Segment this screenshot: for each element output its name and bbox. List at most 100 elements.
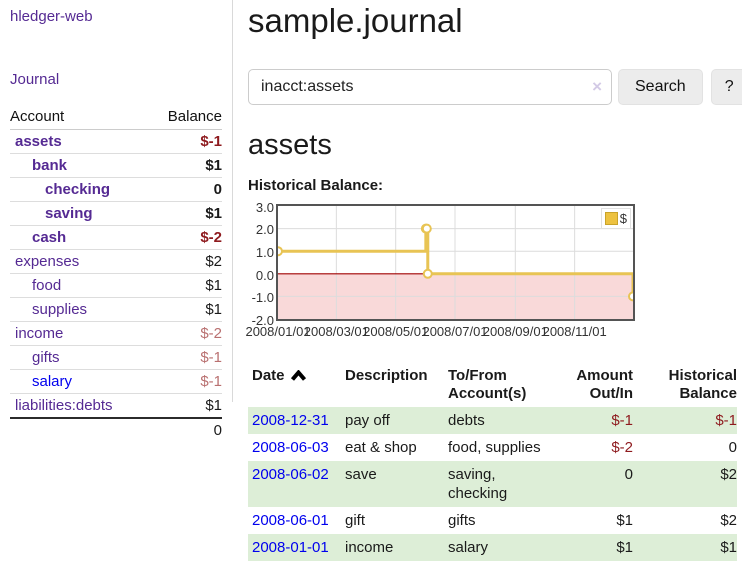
search-bar: × Search ? [248, 68, 742, 105]
account-balance: $1 [148, 297, 222, 322]
register-amount: 0 [624, 465, 633, 483]
legend-swatch-icon [604, 211, 618, 225]
main-content: sample.journal × Search ? assets Histori… [245, 0, 742, 561]
register-row: 2008-06-03 eat & shop food, supplies $-2 0 [248, 434, 737, 461]
account-row: salary $-1 [10, 369, 222, 394]
account-row: bank $1 [10, 153, 222, 178]
register-balance: $1 [720, 538, 737, 556]
account-link-bank[interactable]: bank [32, 157, 68, 174]
register-amount: $-2 [611, 438, 633, 456]
accounts-col-balance: Balance [148, 105, 222, 130]
account-balance: $-2 [148, 321, 222, 346]
register-amount: $1 [616, 511, 633, 529]
x-tick-label: 2008/03/01 [303, 323, 369, 339]
register-row: 2008-06-01 gift gifts $1 $2 [248, 507, 737, 534]
account-heading: assets [248, 128, 332, 161]
y-tick-label: 2.0 [255, 222, 274, 238]
page: hledger-web Journal Account Balance asse… [0, 0, 742, 561]
transaction-date-link[interactable]: 2008-06-03 [252, 438, 329, 456]
account-row: expenses $2 [10, 249, 222, 274]
account-row: gifts $-1 [10, 345, 222, 370]
account-balance: 0 [148, 177, 222, 202]
account-balance: $-1 [148, 369, 222, 394]
account-row: cash $-2 [10, 225, 222, 250]
account-row: supplies $1 [10, 297, 222, 322]
data-point-marker [278, 246, 283, 257]
register-row: 2008-12-31 pay off debts $-1 $-1 [248, 406, 737, 434]
account-row: liabilities:debts $1 [10, 394, 222, 419]
page-title: sample.journal [248, 2, 463, 39]
accounts-total-value: 0 [148, 417, 222, 442]
register-col-date[interactable]: Date [248, 365, 345, 407]
y-tick-label: -2.0 [251, 312, 274, 328]
register-description: save [345, 465, 377, 483]
legend-label: $ [619, 210, 627, 226]
account-balance: $2 [148, 249, 222, 274]
register-accounts: food, supplies [448, 438, 541, 456]
app-brand-link[interactable]: hledger-web [10, 8, 93, 25]
register-description: income [345, 538, 394, 556]
register-amount: $1 [616, 538, 633, 556]
x-tick-label: 2008/05/01 [363, 323, 429, 339]
chart-legend: $ [600, 207, 631, 229]
help-button[interactable]: ? [710, 68, 742, 105]
sidebar-item-journal[interactable]: Journal [10, 71, 60, 88]
transaction-date-link[interactable]: 2008-12-31 [252, 411, 329, 429]
account-link-assets[interactable]: assets [15, 133, 62, 150]
y-tick-label: 1.0 [255, 245, 274, 261]
account-balance: $-1 [148, 345, 222, 370]
account-link-cash[interactable]: cash [32, 229, 67, 246]
account-balance: $-1 [148, 129, 222, 154]
register-description: pay off [345, 411, 390, 429]
account-link-supplies[interactable]: supplies [32, 301, 88, 318]
account-row: assets $-1 [10, 129, 222, 154]
data-point-marker [628, 291, 633, 302]
account-link-expenses[interactable]: expenses [15, 253, 80, 270]
register-accounts: gifts [448, 511, 476, 529]
register-col-balance: Historical Balance [668, 366, 737, 402]
register-table: Date Description To/From Account(s) Amou… [248, 365, 737, 561]
data-point-marker [421, 223, 432, 234]
account-link-liabilities-debts[interactable]: liabilities:debts [15, 397, 113, 414]
account-link-checking[interactable]: checking [45, 181, 111, 198]
accounts-col-account: Account [10, 105, 149, 130]
search-input[interactable] [248, 68, 612, 105]
x-tick-label: 2008/11/01 [542, 323, 607, 339]
chart-title: Historical Balance: [248, 176, 384, 194]
register-rows: 2008-12-31 pay off debts $-1 $-1 2008-06-03 ea… [248, 406, 737, 561]
account-link-gifts[interactable]: gifts [32, 349, 60, 366]
data-point-marker [422, 268, 433, 279]
register-balance: $-1 [715, 411, 737, 429]
accounts-total-row: 0 [10, 417, 222, 442]
clear-search-icon[interactable]: × [592, 76, 602, 96]
register-row: 2008-06-02 save saving, checking 0 $2 [248, 460, 737, 507]
register-description: eat & shop [345, 438, 417, 456]
account-balance: $1 [205, 397, 222, 414]
register-row: 2008-01-01 income salary $1 $1 [248, 533, 737, 561]
account-link-income[interactable]: income [15, 325, 64, 342]
register-col-accounts: To/From Account(s) [448, 366, 527, 402]
x-tick-label: 2008/01/01 [245, 323, 311, 339]
sidebar-divider [232, 0, 233, 402]
account-link-saving[interactable]: saving [45, 205, 93, 222]
register-balance: $2 [720, 465, 737, 483]
balance-chart: $ 3.0 2.0 1.0 0.0 -1.0 -2.0 [252, 200, 635, 328]
account-link-food[interactable]: food [32, 277, 62, 294]
transaction-date-link[interactable]: 2008-06-01 [252, 511, 329, 529]
account-link-salary[interactable]: salary [32, 373, 73, 390]
y-tick-label: 3.0 [255, 199, 274, 215]
account-balance: $-2 [148, 225, 222, 250]
account-balance: $1 [148, 201, 222, 226]
x-tick-label: 2008/07/01 [422, 323, 488, 339]
register-col-description: Description [345, 366, 428, 384]
transaction-date-link[interactable]: 2008-01-01 [252, 538, 329, 556]
sidebar: hledger-web Journal Account Balance asse… [0, 0, 232, 561]
y-tick-label: -1.0 [251, 290, 274, 306]
x-tick-label: 2008/09/01 [482, 323, 548, 339]
account-row: income $-2 [10, 321, 222, 346]
register-accounts: salary [448, 538, 489, 556]
register-description: gift [345, 511, 366, 529]
account-balance: $1 [148, 153, 222, 178]
search-button[interactable]: Search [618, 68, 703, 105]
transaction-date-link[interactable]: 2008-06-02 [252, 465, 329, 483]
